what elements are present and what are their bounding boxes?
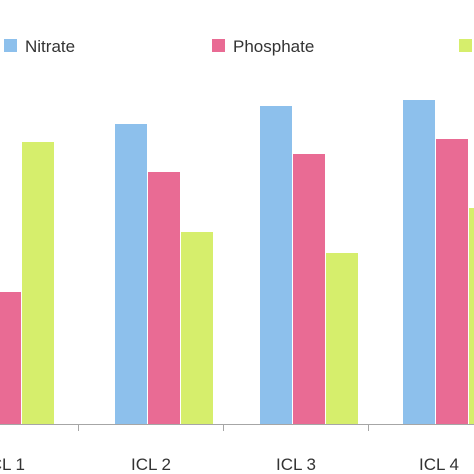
bar-third-series-3 [326,253,358,424]
bar-phosphate-2 [148,172,180,424]
bar-nitrate-3 [260,106,292,424]
legend-swatch-third-series [459,39,472,52]
legend-swatch-nitrate [4,39,17,52]
tick-label-icl-4: ICL 4 [419,455,459,474]
legend-item-nitrate: Nitrate [4,37,75,56]
bar-third-series-2 [181,232,213,424]
legend: Nitrate Phosphate [4,37,472,56]
bars [0,100,474,424]
bar-phosphate-4 [436,139,468,424]
bar-third-series-1 [22,142,54,424]
bar-phosphate-1 [0,292,21,424]
bar-nitrate-4 [403,100,435,424]
x-axis-tick-labels: ICL 1 ICL 2 ICL 3 ICL 4 [0,455,459,474]
bar-phosphate-3 [293,154,325,424]
x-axis-ticks [78,424,369,431]
legend-item-third-series [459,39,472,52]
bar-third-series-4 [469,208,474,424]
legend-item-phosphate: Phosphate [212,37,314,56]
legend-label-phosphate: Phosphate [233,37,314,56]
tick-label-icl-3: ICL 3 [276,455,316,474]
legend-label-nitrate: Nitrate [25,37,75,56]
tick-label-icl-2: ICL 2 [131,455,171,474]
bar-nitrate-2 [115,124,147,424]
legend-swatch-phosphate [212,39,225,52]
tick-label-icl-1: ICL 1 [0,455,25,474]
